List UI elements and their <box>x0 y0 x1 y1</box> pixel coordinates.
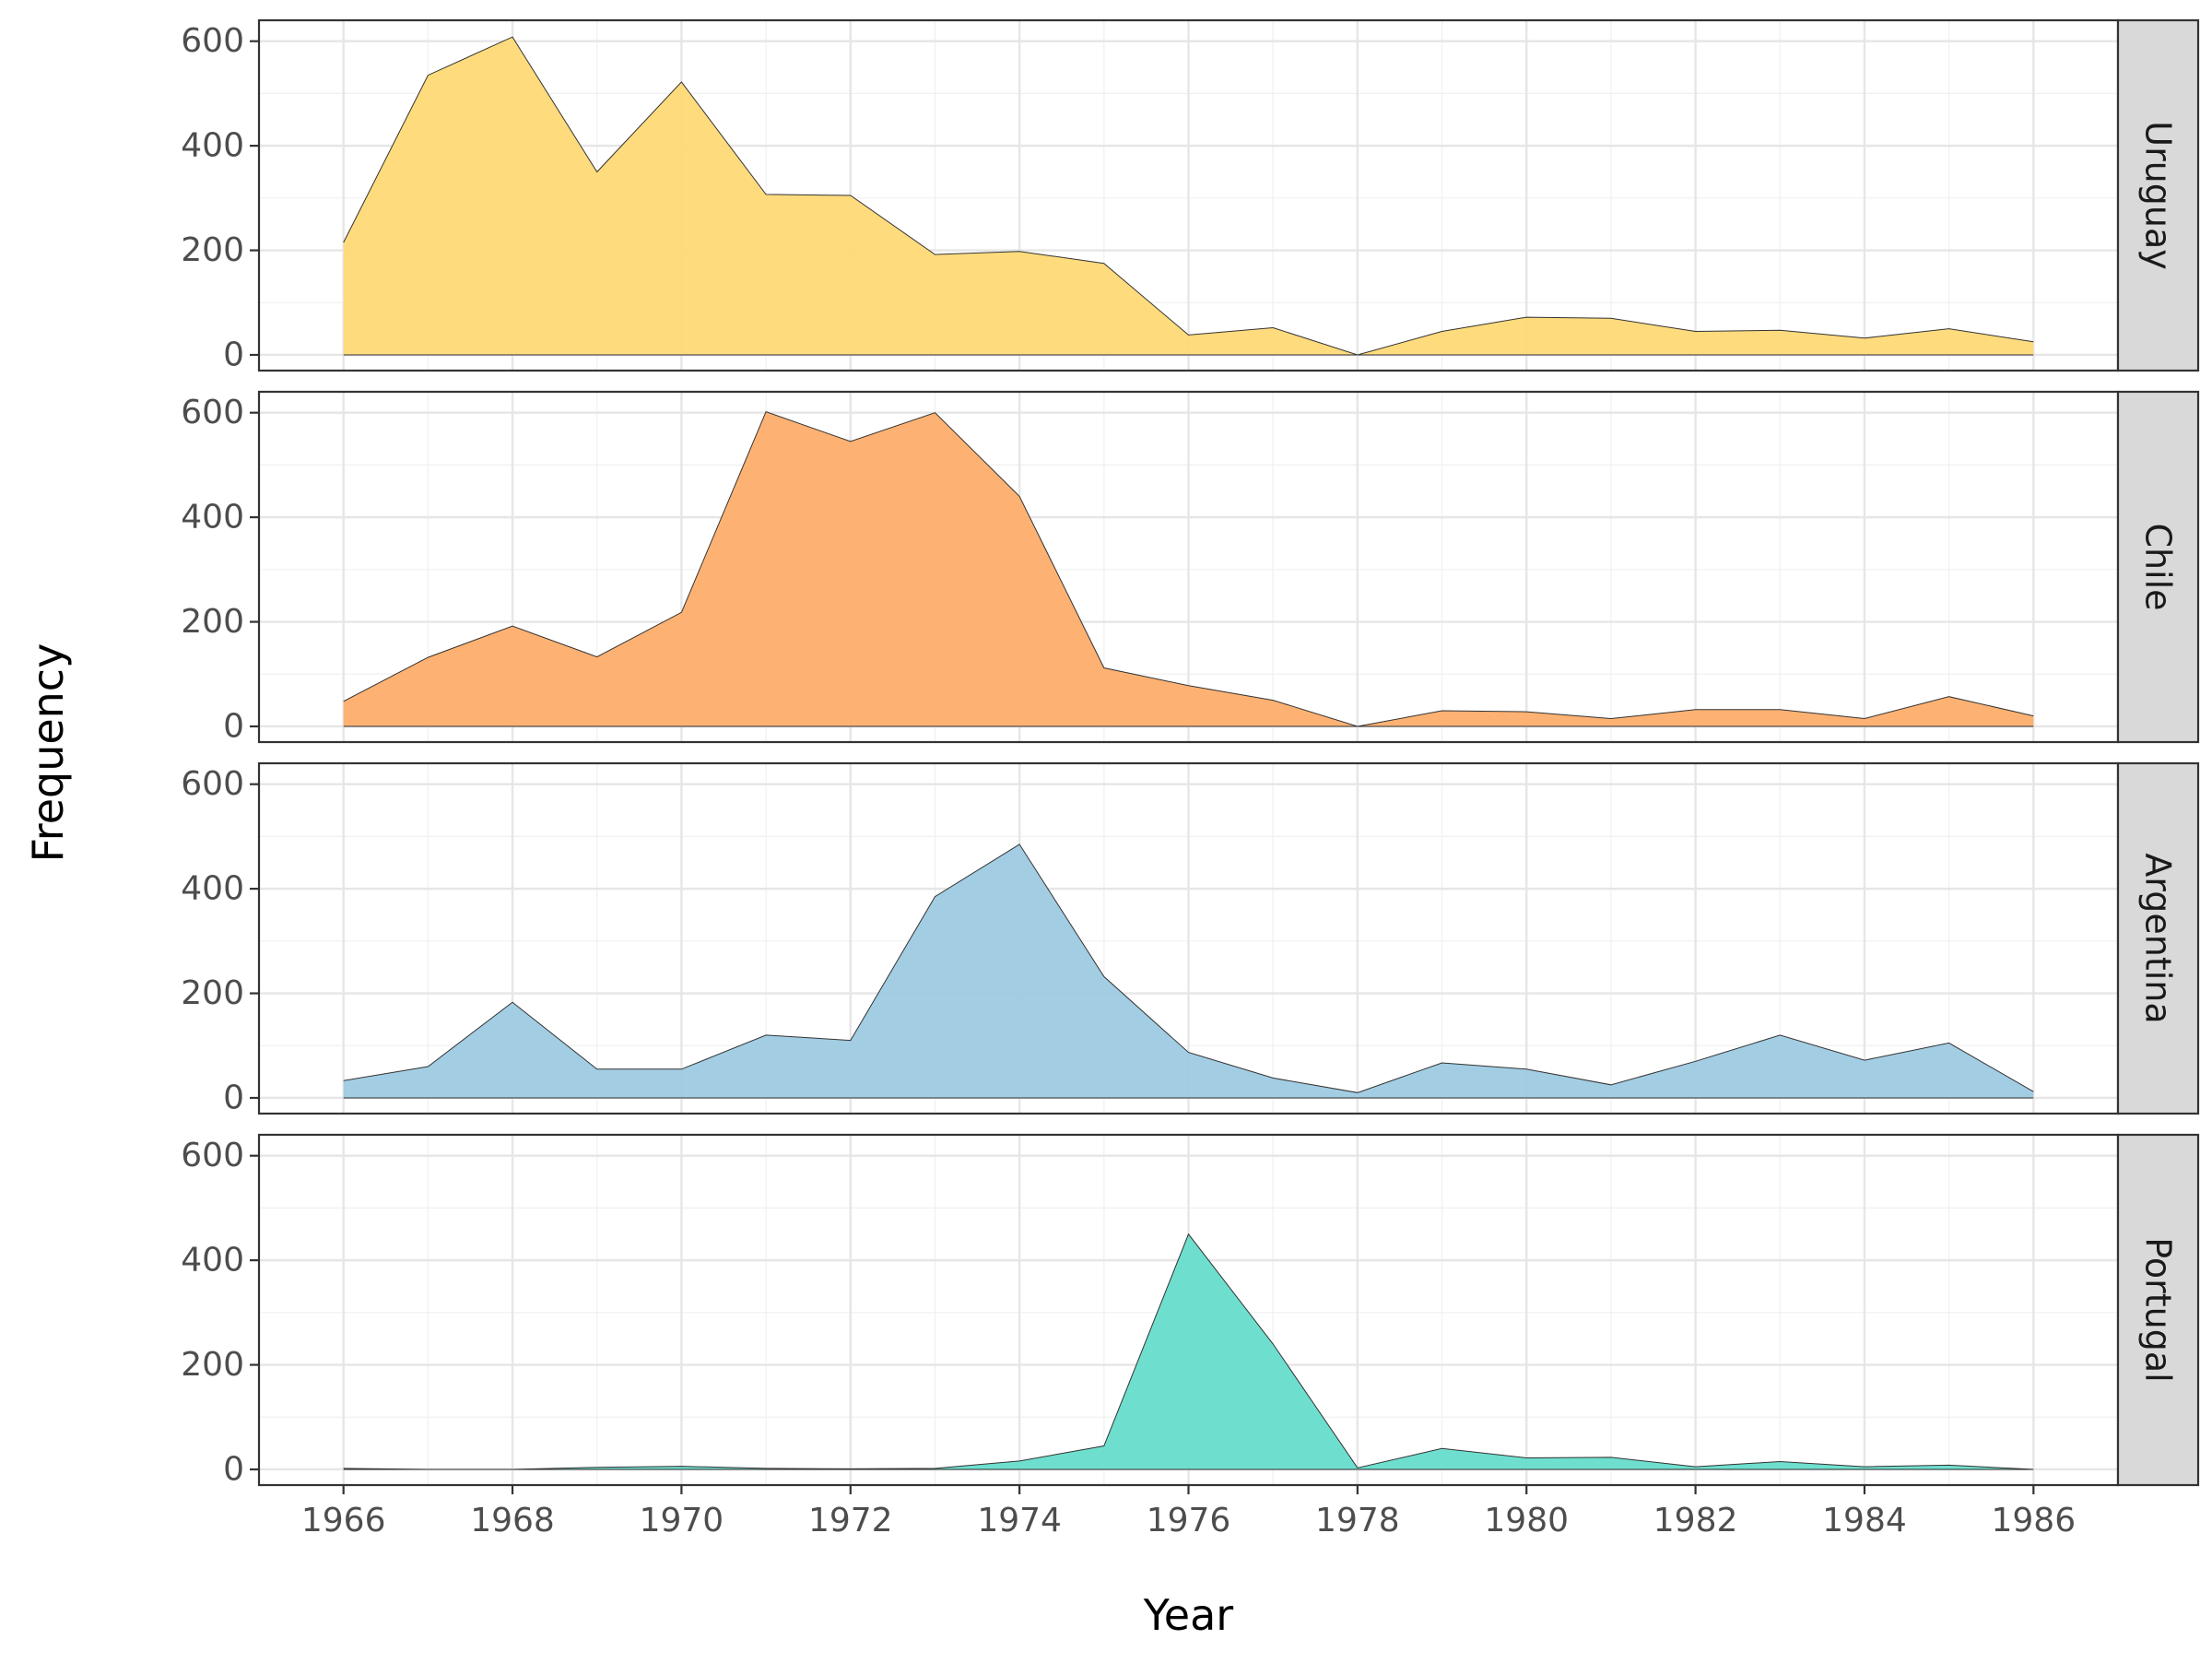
y-tick-label: 0 <box>223 1450 244 1488</box>
y-tick-label: 600 <box>181 765 244 803</box>
y-tick-label: 400 <box>181 127 244 165</box>
facet-strip <box>2116 761 2200 1115</box>
y-tick-label: 600 <box>181 1137 244 1174</box>
y-tick-label: 0 <box>223 707 244 745</box>
y-tick-label: 200 <box>181 974 244 1012</box>
x-tick-label: 1982 <box>1653 1502 1738 1539</box>
area-outline-portugal <box>343 1233 2034 1470</box>
facet-strip-label: Portugal <box>2138 1237 2179 1382</box>
x-tick-label: 1970 <box>640 1502 724 1539</box>
x-tick-label: 1968 <box>470 1502 555 1539</box>
x-tick-label: 1972 <box>808 1502 893 1539</box>
y-tick-label: 600 <box>181 394 244 431</box>
facet-strip <box>2116 18 2200 372</box>
y-tick-label: 200 <box>181 603 244 641</box>
area-chile <box>343 411 2034 726</box>
x-tick-label: 1976 <box>1147 1502 1231 1539</box>
x-tick-label: 1974 <box>977 1502 1062 1539</box>
facet-strip-label: Chile <box>2138 523 2179 610</box>
x-tick-label: 1980 <box>1484 1502 1569 1539</box>
x-axis-title: Year <box>1143 1590 1233 1640</box>
y-tick-label: 400 <box>181 499 244 537</box>
y-tick-label: 0 <box>223 1079 244 1116</box>
area-uruguay <box>343 37 2034 355</box>
y-tick-label: 200 <box>181 1346 244 1384</box>
x-tick-label: 1986 <box>1992 1502 2077 1539</box>
x-tick-label: 1978 <box>1315 1502 1400 1539</box>
x-tick-label: 1984 <box>1822 1502 1907 1539</box>
x-tick-label: 1966 <box>301 1502 386 1539</box>
y-tick-label: 600 <box>181 22 244 60</box>
area-outline-uruguay <box>343 36 2034 356</box>
area-outline-argentina <box>343 843 2034 1093</box>
facet-strip <box>2116 1133 2200 1487</box>
facet-strip <box>2116 390 2200 744</box>
facet-strip-label: Argentina <box>2138 853 2179 1023</box>
facet-strip-label: Uruguay <box>2138 121 2179 270</box>
y-tick-label: 400 <box>181 1242 244 1280</box>
area-portugal <box>343 1233 2034 1469</box>
area-argentina <box>343 843 2034 1098</box>
y-tick-label: 0 <box>223 336 244 373</box>
y-axis-title: Frequency <box>23 643 73 863</box>
y-tick-label: 400 <box>181 870 244 908</box>
y-tick-label: 200 <box>181 231 244 269</box>
area-outline-chile <box>343 410 2034 727</box>
